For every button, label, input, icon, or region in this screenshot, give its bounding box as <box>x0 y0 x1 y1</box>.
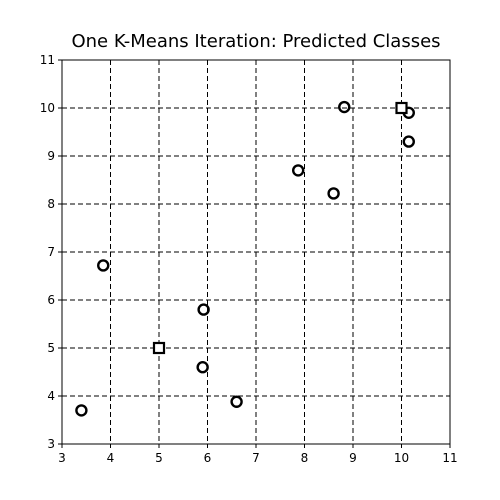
x-tick-label: 8 <box>301 451 309 465</box>
ticks-layer: 3 4 5 6 7 8 9 10 11 3 4 5 6 7 8 9 10 11 <box>40 53 458 465</box>
x-tick-label: 9 <box>349 451 357 465</box>
y-tick-label: 4 <box>47 389 55 403</box>
centroid-marker <box>152 341 166 355</box>
x-tick-label: 5 <box>155 451 163 465</box>
y-tick-label: 6 <box>47 293 55 307</box>
y-tick-label: 11 <box>40 53 55 67</box>
data-point <box>197 303 210 316</box>
y-tick-label: 10 <box>40 101 55 115</box>
x-tick-label: 10 <box>394 451 409 465</box>
y-tick-label: 9 <box>47 149 55 163</box>
data-point <box>291 164 305 177</box>
x-tick-label: 6 <box>204 451 212 465</box>
y-tick-label: 3 <box>47 437 55 451</box>
centroid-marker <box>395 101 408 115</box>
y-tick-label: 5 <box>47 341 55 355</box>
data-point <box>196 361 209 374</box>
x-tick-label: 4 <box>107 451 115 465</box>
data-point <box>402 135 415 148</box>
data-point <box>75 404 88 417</box>
x-tick-label: 7 <box>252 451 260 465</box>
data-point <box>97 259 110 272</box>
data-point <box>230 395 243 408</box>
data-point <box>338 100 351 114</box>
data-point <box>327 187 340 200</box>
grid-layer <box>62 60 450 444</box>
points-layer <box>75 100 415 417</box>
y-tick-label: 7 <box>47 245 55 259</box>
chart-title: One K-Means Iteration: Predicted Classes <box>71 31 440 52</box>
x-tick-label: 11 <box>442 451 457 465</box>
x-tick-label: 3 <box>58 451 66 465</box>
y-tick-label: 8 <box>47 197 55 211</box>
